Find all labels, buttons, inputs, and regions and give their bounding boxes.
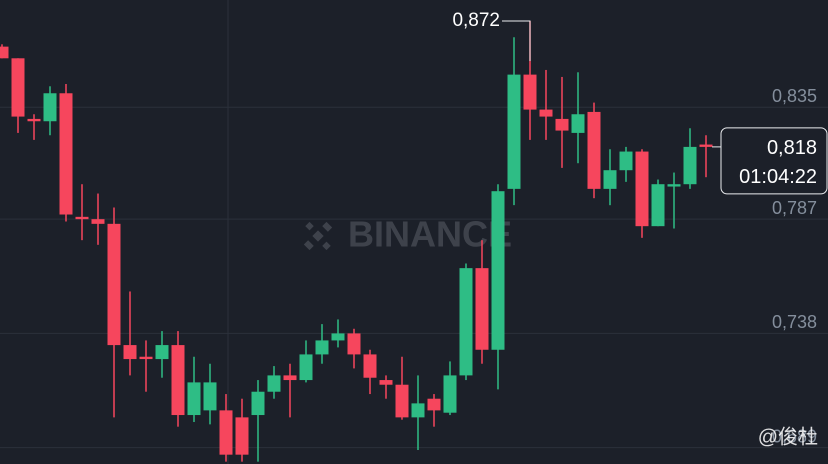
candle-body bbox=[507, 74, 521, 189]
candle-body bbox=[475, 268, 489, 350]
candle-body bbox=[571, 114, 585, 133]
candle-body bbox=[11, 58, 25, 117]
candle-body bbox=[187, 382, 201, 416]
candle-body bbox=[155, 345, 169, 360]
candle-body bbox=[43, 93, 57, 122]
candle-body bbox=[123, 345, 137, 360]
high-marker-label: 0,872 bbox=[452, 10, 500, 31]
y-tick-label: 0,689 bbox=[772, 426, 817, 446]
y-tick-label: 0,787 bbox=[772, 198, 817, 218]
candle-body bbox=[171, 345, 185, 416]
candle-body bbox=[219, 410, 233, 455]
candle-body bbox=[427, 398, 441, 411]
candle-body bbox=[603, 170, 617, 189]
candle-body bbox=[203, 382, 217, 411]
candle-body bbox=[0, 46, 9, 59]
candle-body bbox=[459, 268, 473, 376]
candles bbox=[0, 20, 713, 462]
grid: 0,689 0,738 0,787 0,835 bbox=[0, 86, 828, 449]
candle-body bbox=[299, 354, 313, 381]
candle-body bbox=[555, 118, 569, 131]
candle-body bbox=[283, 375, 297, 381]
candle-body bbox=[395, 384, 409, 418]
candle-body bbox=[619, 151, 633, 171]
candle-body bbox=[363, 354, 377, 378]
candle-body bbox=[75, 216, 89, 220]
countdown: 01:04:22 bbox=[739, 166, 817, 188]
candle-body bbox=[635, 151, 649, 227]
candle-body bbox=[331, 333, 345, 341]
candle-body bbox=[251, 391, 265, 416]
candle-body bbox=[235, 417, 249, 455]
candle-body bbox=[539, 109, 553, 117]
candle-body bbox=[651, 184, 665, 227]
candle-body bbox=[27, 118, 41, 122]
candle-body bbox=[267, 375, 281, 392]
candle-body bbox=[315, 340, 329, 355]
candle-body bbox=[523, 74, 537, 110]
high-marker-line bbox=[502, 20, 531, 61]
candle-body bbox=[107, 223, 121, 346]
candle-body bbox=[699, 144, 713, 147]
candle-body bbox=[443, 375, 457, 413]
candle-body bbox=[347, 333, 361, 355]
y-tick-label: 0,738 bbox=[772, 312, 817, 332]
candle-body bbox=[139, 356, 153, 360]
candle-body bbox=[587, 111, 601, 189]
credit: @俊杜 bbox=[758, 425, 818, 448]
candle-body bbox=[59, 93, 73, 215]
watermark-text: BINANCE bbox=[348, 214, 512, 255]
last-price-box bbox=[720, 127, 828, 195]
candle-body bbox=[411, 403, 425, 418]
candle-body bbox=[379, 380, 393, 385]
last-price-label: 0,818 bbox=[767, 137, 817, 159]
candle-body bbox=[91, 219, 105, 224]
candle-body bbox=[683, 146, 697, 185]
y-tick-label: 0,835 bbox=[772, 86, 817, 106]
candle-body bbox=[491, 191, 505, 350]
overlay: 0,872 0,818 01:04:22 bbox=[452, 10, 828, 195]
candle-body bbox=[667, 184, 681, 187]
